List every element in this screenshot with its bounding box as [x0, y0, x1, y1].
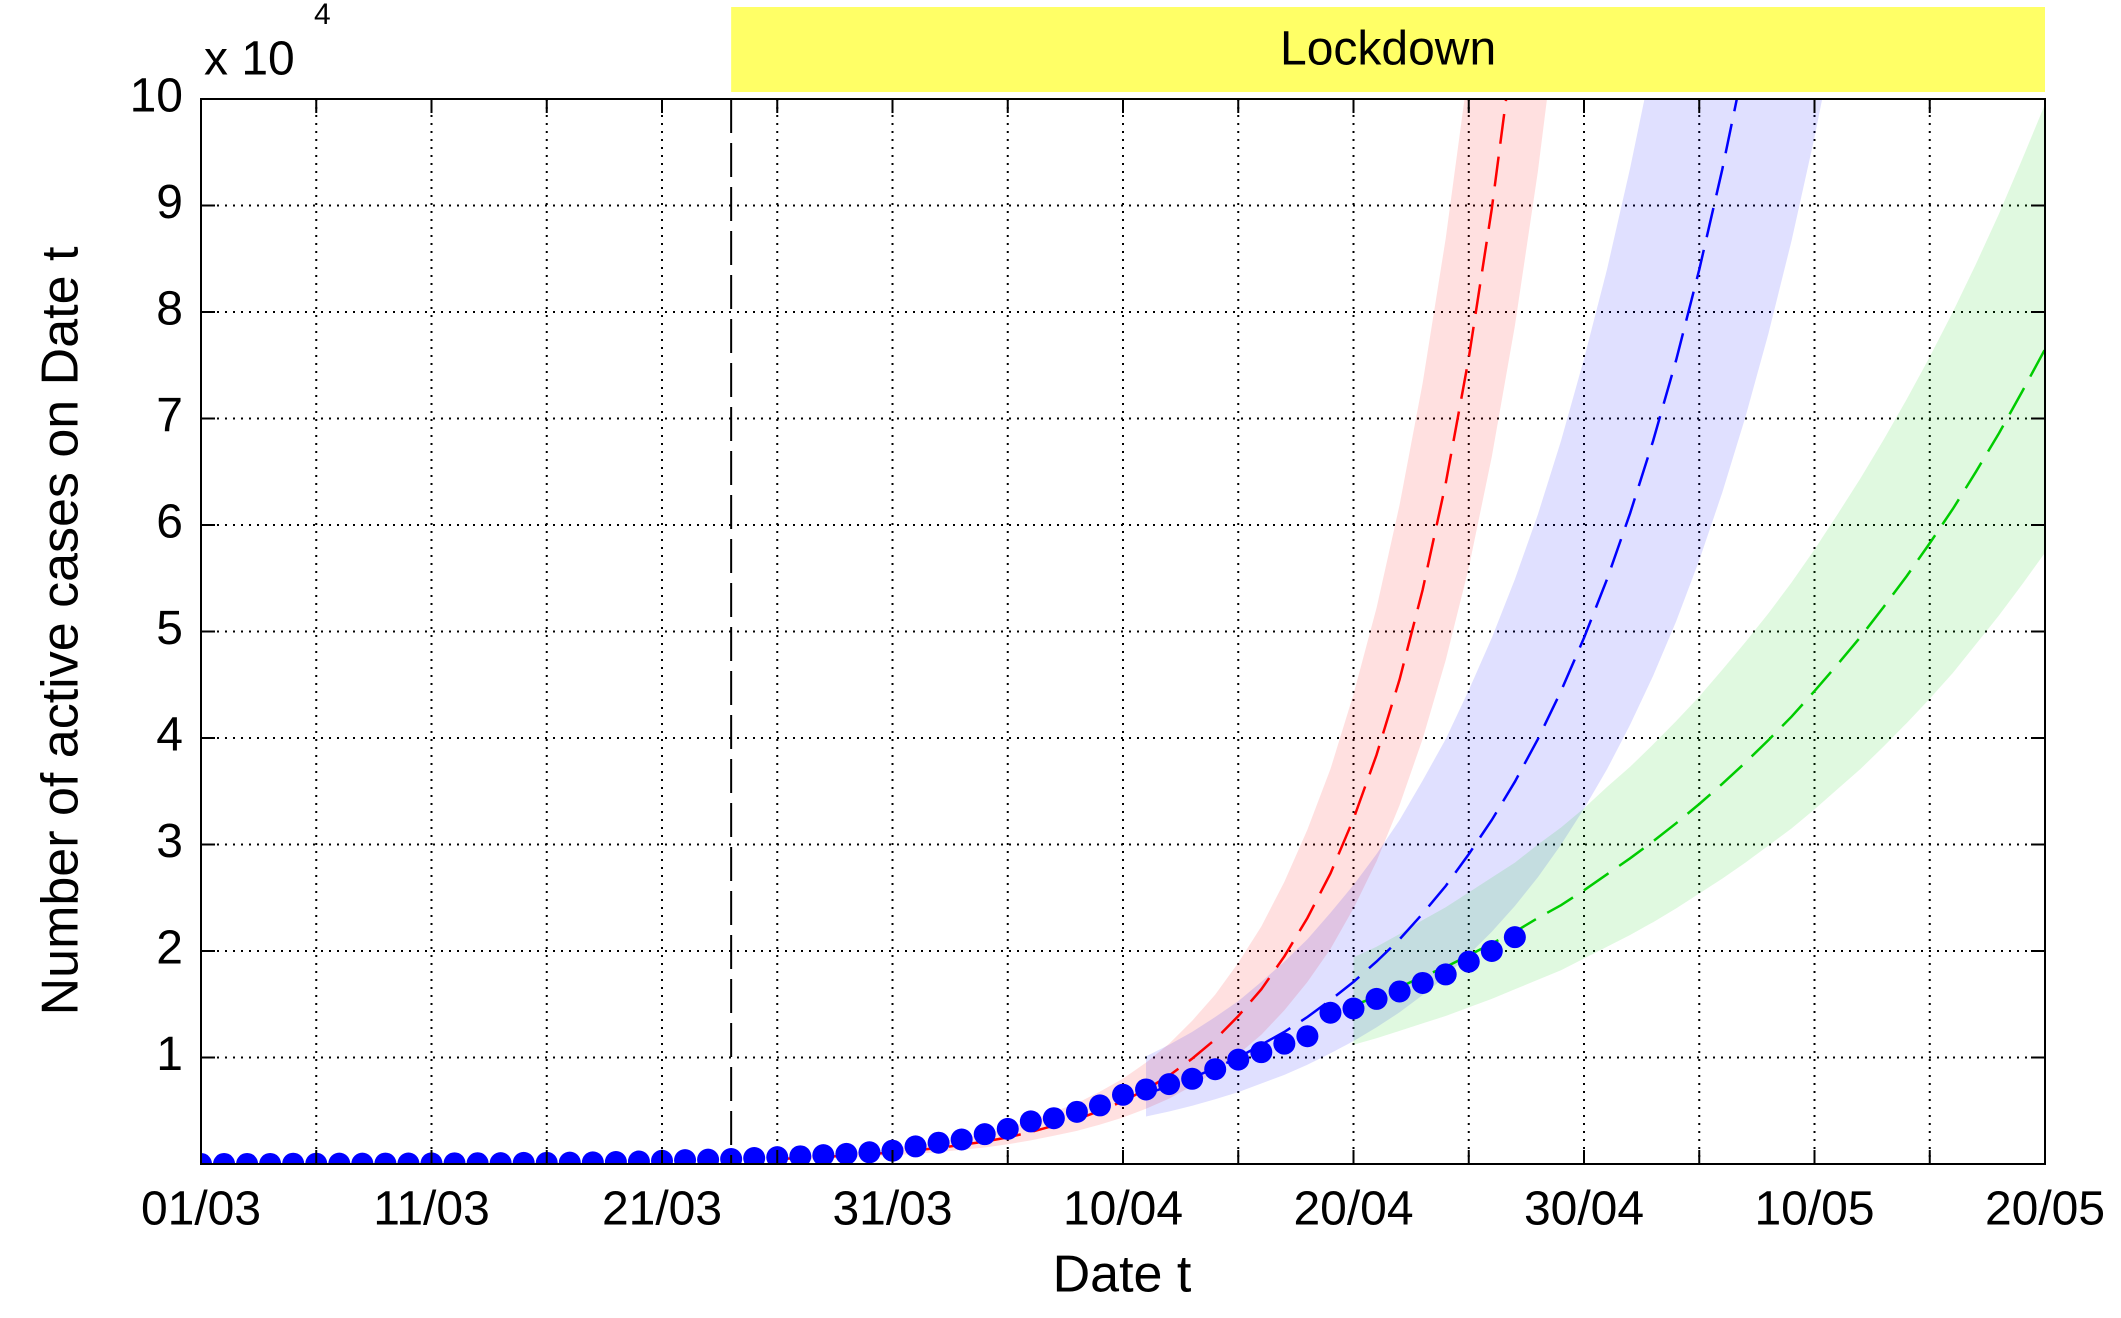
y-tick-label: 5 — [156, 602, 183, 655]
data-point — [1158, 1073, 1181, 1096]
axes: 01/03 11/03 21/03 31/03 10/04 20/04 30/04 10/05… — [130, 70, 2105, 1236]
confidence-band — [777, 99, 1547, 1161]
data-point — [1296, 1025, 1319, 1048]
data-point — [1273, 1032, 1296, 1055]
data-point — [835, 1142, 858, 1164]
data-point — [1204, 1058, 1227, 1081]
data-point — [1319, 1001, 1342, 1024]
forecast-line — [1353, 348, 2045, 1007]
data-point — [812, 1144, 835, 1164]
data-point — [201, 1152, 212, 1164]
data-point — [789, 1145, 812, 1164]
y-tick-label: 8 — [156, 283, 183, 336]
x-tick-label: 30/04 — [1524, 1183, 1644, 1236]
x-tick-label: 31/03 — [832, 1183, 952, 1236]
data-point — [858, 1141, 881, 1164]
confidence-band — [1146, 99, 1823, 1117]
x-tick-label: 10/04 — [1063, 1183, 1183, 1236]
grid — [200, 98, 2046, 1164]
data-point — [1135, 1078, 1158, 1101]
data-point — [1342, 997, 1365, 1020]
y-axis-label: Number of active cases on Date t — [32, 246, 90, 1015]
x-tick-label: 20/05 — [1985, 1183, 2105, 1236]
axes-box — [200, 98, 2046, 1165]
data-point — [512, 1151, 535, 1164]
y-tick-label: 3 — [156, 815, 183, 868]
data-point — [397, 1152, 420, 1164]
data-point — [581, 1151, 604, 1164]
lockdown-label: Lockdown — [1280, 23, 1496, 76]
data-point — [1503, 926, 1526, 949]
data-point — [1388, 980, 1411, 1003]
plot-data — [201, 99, 2045, 1164]
y-multiplier-exponent: 4 — [314, 0, 331, 31]
data-point — [996, 1117, 1019, 1140]
data-point — [1065, 1100, 1088, 1123]
data-point — [1480, 940, 1503, 962]
data-point — [1088, 1094, 1111, 1117]
data-point — [1250, 1041, 1273, 1064]
data-point — [1181, 1067, 1204, 1090]
y-tick-label: 7 — [156, 389, 183, 442]
data-point — [927, 1131, 950, 1154]
y-tick-label: 6 — [156, 496, 183, 549]
data-point — [1019, 1110, 1042, 1133]
data-point — [374, 1152, 397, 1164]
x-tick-label: 10/05 — [1754, 1183, 1874, 1236]
y-tick-label: 1 — [156, 1028, 183, 1081]
lockdown-bar — [731, 7, 2045, 92]
data-point — [282, 1152, 305, 1164]
data-point — [1112, 1083, 1134, 1106]
data-point — [973, 1123, 996, 1146]
forecast-line — [1145, 99, 1739, 1095]
x-tick-label: 11/03 — [373, 1183, 490, 1236]
data-point — [743, 1147, 766, 1164]
data-point — [1411, 971, 1434, 994]
x-axis-label: Date t — [1053, 1246, 1192, 1304]
x-tick-label: 01/03 — [141, 1183, 261, 1236]
data-point — [489, 1152, 512, 1164]
data-point — [627, 1150, 650, 1164]
y-multiplier-base: x 10 — [204, 33, 295, 86]
data-point — [904, 1135, 927, 1158]
data-point — [674, 1149, 697, 1164]
data-point — [213, 1152, 236, 1164]
data-point — [604, 1150, 627, 1164]
x-tick-label: 20/04 — [1293, 1183, 1413, 1236]
data-point — [259, 1152, 282, 1164]
data-point — [1365, 987, 1388, 1010]
data-point — [558, 1151, 581, 1164]
data-point — [466, 1152, 489, 1164]
y-tick-label: 9 — [156, 176, 183, 229]
data-point — [443, 1152, 466, 1164]
data-point — [351, 1152, 374, 1164]
x-tick-label: 21/03 — [602, 1183, 722, 1236]
data-point — [1227, 1048, 1250, 1071]
data-point — [1042, 1107, 1065, 1130]
data-point — [697, 1148, 720, 1164]
y-tick-label: 2 — [156, 922, 183, 975]
y-tick-label: 10 — [130, 70, 183, 123]
data-point — [950, 1128, 973, 1151]
data-point — [1434, 963, 1457, 986]
data-point — [236, 1152, 259, 1164]
data-point — [328, 1152, 351, 1164]
data-point — [1457, 950, 1480, 973]
y-tick-label: 4 — [156, 709, 183, 762]
